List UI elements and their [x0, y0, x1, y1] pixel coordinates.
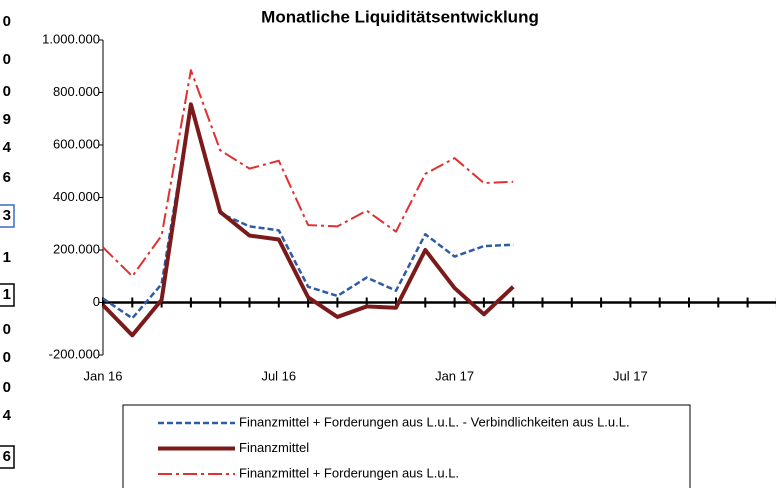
x-tick-label: Jul 17 [613, 368, 648, 383]
y-tick-label: -200.000 [49, 346, 100, 361]
cell-fragment: 4 [3, 139, 12, 156]
cell-fragment: 6 [3, 169, 11, 186]
cell-border [0, 204, 15, 228]
cell-fragment: 4 [3, 407, 12, 424]
cell-fragment: 1 [3, 286, 11, 303]
cell-border [0, 445, 15, 469]
y-tick-label: 600.000 [53, 136, 100, 151]
legend-label: Finanzmittel + Forderungen aus L.u.L. [239, 465, 459, 480]
y-tick-label: 1.000.000 [42, 31, 100, 46]
y-tick-label: 200.000 [53, 241, 100, 256]
series-line [101, 102, 515, 338]
cell-fragment: 6 [3, 448, 11, 465]
y-tick-label: 400.000 [53, 189, 100, 204]
cell-fragment: 0 [3, 13, 11, 30]
y-tick-label: 0 [93, 294, 100, 309]
x-tick-label: Jan 16 [83, 368, 122, 383]
cell-fragment: 3 [3, 207, 11, 224]
legend-label: Finanzmittel + Forderungen aus L.u.L. - … [239, 414, 630, 429]
series-line [102, 69, 514, 278]
chart-title: Monatliche Liquiditätsentwicklung [261, 7, 539, 26]
cell-fragment: 0 [3, 349, 11, 366]
cell-fragment: 9 [3, 111, 11, 128]
x-tick-label: Jan 17 [435, 368, 474, 383]
cell-fragment: 1 [3, 249, 11, 266]
legend-label: Finanzmittel [239, 440, 309, 455]
cell-fragment: 0 [3, 379, 11, 396]
x-tick-label: Jul 16 [261, 368, 296, 383]
y-tick-label: 800.000 [53, 84, 100, 99]
cell-fragment: 0 [3, 321, 11, 338]
cell-border [0, 283, 15, 307]
cell-fragment: 0 [3, 83, 11, 100]
cell-fragment: 0 [3, 51, 11, 68]
